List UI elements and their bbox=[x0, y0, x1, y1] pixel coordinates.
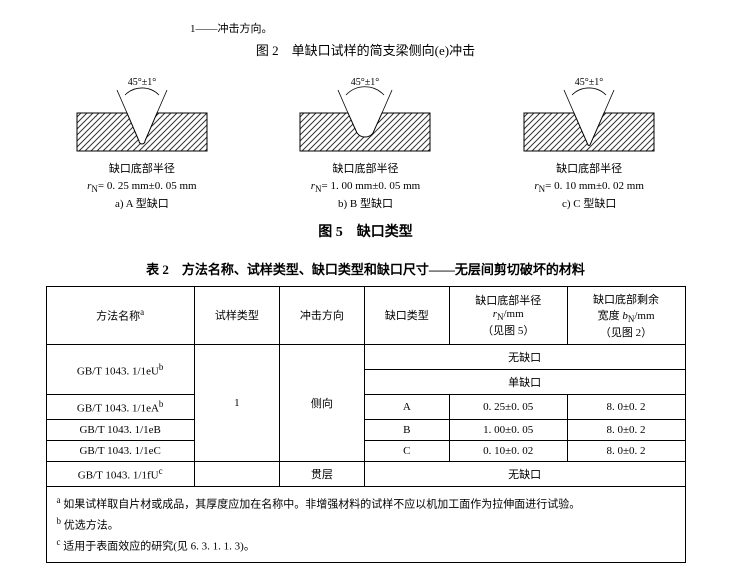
table-row: GB/T 1043. 1/1eC C 0. 10±0. 02 8. 0±0. 2 bbox=[46, 440, 685, 461]
cell-spec-type-2 bbox=[194, 461, 279, 486]
footnote-c: 适用于表面效应的研究(见 6. 3. 1. 1. 3)。 bbox=[63, 541, 255, 553]
notch-b-line1: 缺口底部半径 bbox=[275, 161, 455, 178]
cell-method-3: GB/T 1043. 1/1eB bbox=[46, 419, 194, 440]
notch-a: 45°±1° 缺口底部半径 rN= 0. 25 mm±0. 05 mm a) A… bbox=[52, 73, 232, 213]
cell-spec-type: 1 bbox=[194, 344, 279, 461]
table-caption: 表 2 方法名称、试样类型、缺口类型和缺口尺寸——无层间剪切破坏的材料 bbox=[30, 259, 701, 278]
cell-A: A bbox=[364, 394, 449, 419]
notch-a-line2: rN= 0. 25 mm±0. 05 mm bbox=[52, 178, 232, 197]
th-notch-type: 缺口类型 bbox=[364, 286, 449, 344]
th-bn: 缺口底部剩余 宽度 bN/mm （见图 2） bbox=[567, 286, 685, 344]
notch-c-line1: 缺口底部半径 bbox=[499, 161, 679, 178]
cell-B: B bbox=[364, 419, 449, 440]
notch-b-line3: b) B 型缺口 bbox=[275, 196, 455, 213]
cell-B-rn: 1. 00±0. 05 bbox=[449, 419, 567, 440]
cell-method-4: GB/T 1043. 1/1eC bbox=[46, 440, 194, 461]
cell-no-notch-2: 无缺口 bbox=[364, 461, 685, 486]
cell-no-notch-1: 无缺口 bbox=[364, 344, 685, 369]
notch-figures: 45°±1° 缺口底部半径 rN= 0. 25 mm±0. 05 mm a) A… bbox=[30, 73, 701, 213]
notch-c-svg: 45°±1° bbox=[514, 73, 664, 153]
th-method: 方法名称a bbox=[46, 286, 194, 344]
table-row: GB/T 1043. 1/1eB B 1. 00±0. 05 8. 0±0. 2 bbox=[46, 419, 685, 440]
notch-b-line2: rN= 1. 00 mm±0. 05 mm bbox=[275, 178, 455, 197]
methods-table: 方法名称a 试样类型 冲击方向 缺口类型 缺口底部半径 rN/mm （见图 5）… bbox=[46, 286, 686, 564]
footnote-a: 如果试样取自片材或成品，其厚度应加在名称中。非增强材料的试样不应以机加工面作为拉… bbox=[63, 498, 580, 510]
cell-method-2: GB/T 1043. 1/1eAb bbox=[46, 394, 194, 419]
cell-method-5: GB/T 1043. 1/1fUc bbox=[46, 461, 194, 486]
notch-a-svg: 45°±1° bbox=[67, 73, 217, 153]
cell-single-notch: 单缺口 bbox=[364, 369, 685, 394]
angle-label-c: 45°±1° bbox=[575, 77, 604, 88]
notch-c-line2: rN= 0. 10 mm±0. 02 mm bbox=[499, 178, 679, 197]
cell-C-rn: 0. 10±0. 02 bbox=[449, 440, 567, 461]
cell-dir-side: 侧向 bbox=[279, 344, 364, 461]
notch-c-line3: c) C 型缺口 bbox=[499, 196, 679, 213]
table-row: GB/T 1043. 1/1eAb A 0. 25±0. 05 8. 0±0. … bbox=[46, 394, 685, 419]
notch-b-svg: 45°±1° bbox=[290, 73, 440, 153]
cell-dir-through: 贯层 bbox=[279, 461, 364, 486]
table-row: GB/T 1043. 1/1fUc 贯层 无缺口 bbox=[46, 461, 685, 486]
angle-label-b: 45°±1° bbox=[351, 77, 380, 88]
notch-a-line1: 缺口底部半径 bbox=[52, 161, 232, 178]
th-rn: 缺口底部半径 rN/mm （见图 5） bbox=[449, 286, 567, 344]
th-spec-type: 试样类型 bbox=[194, 286, 279, 344]
cell-C-bn: 8. 0±0. 2 bbox=[567, 440, 685, 461]
fig2-title: 图 2 单缺口试样的简支梁侧向(e)冲击 bbox=[30, 40, 701, 59]
table-row: GB/T 1043. 1/1eUb 1 侧向 无缺口 bbox=[46, 344, 685, 369]
angle-label-a: 45°±1° bbox=[128, 77, 157, 88]
table-footnotes: a 如果试样取自片材或成品，其厚度应加在名称中。非增强材料的试样不应以机加工面作… bbox=[46, 486, 685, 563]
notch-c: 45°±1° 缺口底部半径 rN= 0. 10 mm±0. 02 mm c) C… bbox=[499, 73, 679, 213]
cell-C: C bbox=[364, 440, 449, 461]
fig5-title: 图 5 缺口类型 bbox=[30, 221, 701, 241]
cell-B-bn: 8. 0±0. 2 bbox=[567, 419, 685, 440]
notch-a-line3: a) A 型缺口 bbox=[52, 196, 232, 213]
footnote-cell: a 如果试样取自片材或成品，其厚度应加在名称中。非增强材料的试样不应以机加工面作… bbox=[46, 486, 685, 563]
table-header-row: 方法名称a 试样类型 冲击方向 缺口类型 缺口底部半径 rN/mm （见图 5）… bbox=[46, 286, 685, 344]
th-impact-dir: 冲击方向 bbox=[279, 286, 364, 344]
footnote-b: 优选方法。 bbox=[64, 519, 119, 531]
notch-b: 45°±1° 缺口底部半径 rN= 1. 00 mm±0. 05 mm b) B… bbox=[275, 73, 455, 213]
cell-A-bn: 8. 0±0. 2 bbox=[567, 394, 685, 419]
top-note: 1——冲击方向。 bbox=[190, 20, 701, 36]
cell-method-1: GB/T 1043. 1/1eUb bbox=[46, 344, 194, 394]
cell-A-rn: 0. 25±0. 05 bbox=[449, 394, 567, 419]
